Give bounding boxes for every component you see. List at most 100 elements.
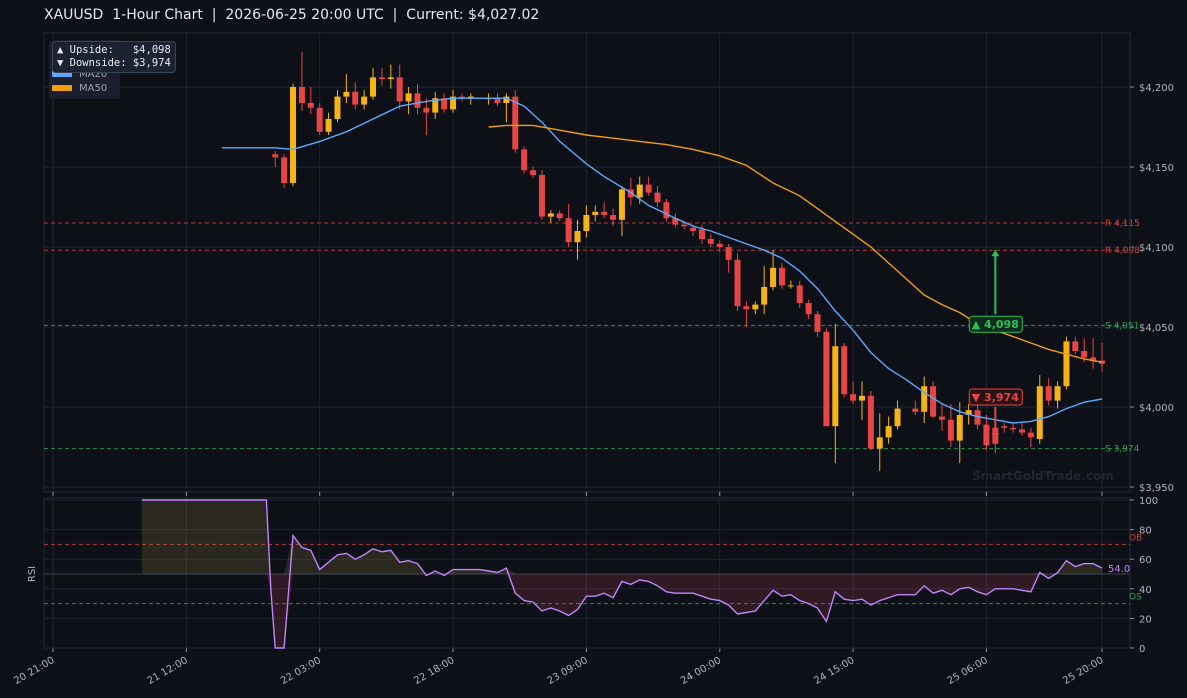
- candle: [814, 314, 821, 332]
- candle: [707, 239, 714, 244]
- target-upside: ▲ Upside: $4,098: [57, 44, 171, 56]
- candle: [387, 77, 394, 79]
- x-tick-label: 22 18:00: [412, 655, 456, 687]
- candle: [1036, 386, 1043, 439]
- legend-ma50-swatch: [52, 85, 72, 91]
- legend-ma20-swatch: [52, 71, 72, 77]
- upside-arrow-head: [991, 250, 1000, 257]
- candle: [672, 218, 679, 225]
- candle: [583, 215, 590, 231]
- rsi-y-tick-label: 80: [1139, 526, 1152, 537]
- title-current: Current: $4,027.02: [406, 7, 540, 23]
- candle: [618, 189, 625, 220]
- candle: [1081, 351, 1088, 358]
- y-tick-label: $4,200: [1139, 83, 1174, 94]
- candle: [654, 192, 661, 203]
- candle: [983, 424, 990, 446]
- chart-title: XAUUSD 1-Hour Chart | 2026-06-25 20:00 U…: [44, 7, 539, 23]
- downside-badge: [968, 388, 1023, 406]
- title-sep-1: |: [202, 7, 226, 23]
- candle: [556, 213, 563, 219]
- candle: [290, 87, 297, 183]
- candle: [681, 224, 688, 227]
- candle: [956, 415, 963, 441]
- rsi-y-tick-label: 20: [1139, 614, 1152, 625]
- candle: [921, 386, 928, 412]
- candle: [743, 306, 750, 310]
- rsi-y-tick-label: 100: [1139, 496, 1158, 507]
- y-tick-label: $4,150: [1139, 163, 1174, 174]
- level-label: R 4,115: [1105, 219, 1140, 229]
- rsi-fill-above: [141, 500, 1102, 574]
- candle: [574, 231, 581, 243]
- downside-arrow-head: [991, 433, 1000, 439]
- candle: [503, 96, 510, 103]
- title-sep-2: |: [383, 7, 407, 23]
- candle: [521, 149, 528, 171]
- candle: [343, 91, 350, 97]
- x-tick-label: 24 15:00: [812, 655, 856, 687]
- candle: [885, 426, 892, 438]
- target-downside: ▼ Downside: $3,974: [57, 57, 171, 69]
- candle: [325, 119, 332, 132]
- candle: [592, 211, 599, 215]
- rsi-panel: [43, 497, 1131, 649]
- candle: [734, 259, 741, 307]
- rsi-axis-label: RSI: [27, 566, 38, 582]
- legend-ma50-label: MA50: [79, 83, 108, 94]
- candle: [1010, 427, 1017, 430]
- candle: [796, 285, 803, 303]
- candle: [770, 267, 777, 287]
- candle: [636, 184, 643, 198]
- candle: [467, 96, 474, 99]
- rsi-level-label: OB: [1129, 533, 1142, 543]
- level-label: S 3,974: [1105, 445, 1140, 455]
- candle: [938, 416, 945, 420]
- candle: [378, 77, 385, 79]
- candle: [1072, 341, 1079, 351]
- level-label: S 4,051: [1105, 321, 1139, 331]
- candle: [530, 170, 537, 175]
- title-datetime: 2026-06-25 20:00 UTC: [225, 7, 384, 23]
- candle: [1018, 429, 1025, 433]
- candle: [850, 394, 857, 401]
- candle: [1045, 386, 1052, 401]
- candle: [832, 346, 839, 427]
- candle: [272, 154, 279, 158]
- candle: [281, 157, 288, 183]
- legend-ma20: MA20: [52, 69, 107, 80]
- x-tick-label: 21 12:00: [146, 655, 190, 687]
- candle: [405, 93, 412, 102]
- rsi-level-label: OS: [1129, 593, 1142, 603]
- candle: [1027, 432, 1034, 438]
- rsi-y-tick-label: 60: [1139, 555, 1152, 566]
- rsi-line: [141, 499, 1103, 649]
- candle: [352, 91, 359, 105]
- y-tick-label: $4,000: [1139, 403, 1174, 414]
- candle: [458, 96, 465, 99]
- candle: [601, 211, 608, 215]
- candle: [947, 419, 954, 441]
- x-tick-label: 20 21:00: [12, 655, 56, 687]
- rsi-y-tick-label: 0: [1139, 644, 1145, 655]
- legend-ma20-label: MA20: [79, 69, 108, 80]
- rsi-fill-below: [141, 574, 1102, 648]
- upside-badge: [968, 315, 1023, 333]
- candle: [334, 96, 341, 119]
- candle: [547, 213, 554, 217]
- x-tick-label: 25 20:00: [1061, 655, 1105, 687]
- x-tick-label: 24 00:00: [679, 655, 723, 687]
- candle: [787, 285, 794, 287]
- candle: [414, 93, 421, 108]
- candle: [396, 77, 403, 102]
- candle: [316, 107, 323, 132]
- x-tick-label: 22 03:00: [279, 655, 323, 687]
- candle: [858, 395, 865, 401]
- candle: [441, 98, 448, 110]
- candle: [974, 410, 981, 425]
- candle: [841, 346, 848, 395]
- candle: [698, 229, 705, 239]
- title-symbol: XAUUSD: [44, 7, 104, 23]
- candle: [805, 303, 812, 315]
